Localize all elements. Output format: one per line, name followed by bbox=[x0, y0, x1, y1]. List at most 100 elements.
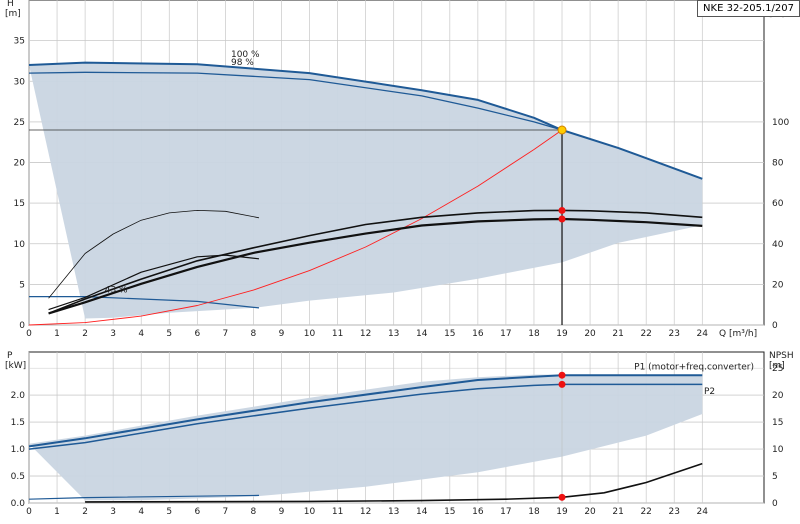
bottom-x-tick-label: 13 bbox=[388, 507, 399, 517]
power-curve-p1 bbox=[28, 374, 703, 448]
npsh-curve bbox=[85, 462, 703, 503]
bottom-y2-tick-label: 15 bbox=[772, 418, 783, 428]
eta-curve-low-speed-upper bbox=[48, 209, 260, 299]
duty-point bbox=[557, 125, 567, 135]
bottom-y-axis-title: P bbox=[7, 351, 13, 361]
bottom-x-tick-label: 4 bbox=[138, 507, 144, 517]
bottom-x-tick-label: 23 bbox=[669, 507, 680, 517]
top-x-tick-label: 24 bbox=[697, 329, 709, 339]
top-x-tick-label: 21 bbox=[612, 329, 623, 339]
bottom-x-tick-label: 5 bbox=[166, 507, 172, 517]
top-x-tick-label: 17 bbox=[500, 329, 511, 339]
bottom-x-tick-label: 18 bbox=[528, 507, 540, 517]
eta-duty-point bbox=[558, 215, 566, 223]
top-x-tick-label: 14 bbox=[416, 329, 428, 339]
bottom-x-tick-label: 3 bbox=[110, 507, 116, 517]
top-x-tick-label: 15 bbox=[444, 329, 455, 339]
top-y2-tick-label: 60 bbox=[772, 199, 784, 209]
bottom-x-tick-label: 22 bbox=[640, 507, 651, 517]
bottom-x-tick-label: 2 bbox=[82, 507, 88, 517]
bottom-y-tick-label: 1.0 bbox=[11, 445, 26, 455]
curve-annotation: 43 % bbox=[105, 286, 128, 296]
bottom-operating-band bbox=[29, 374, 703, 501]
bottom-x-tick-label: 7 bbox=[223, 507, 229, 517]
bottom-x-tick-label: 20 bbox=[584, 507, 596, 517]
model-label: NKE 32-205.1/207 bbox=[697, 0, 800, 17]
bottom-x-tick-label: 17 bbox=[500, 507, 511, 517]
bottom-x-tick-label: 9 bbox=[279, 507, 285, 517]
top-x-tick-label: 8 bbox=[251, 329, 257, 339]
bottom-x-tick-label: 1 bbox=[54, 507, 60, 517]
bottom-x-tick-label: 10 bbox=[304, 507, 316, 517]
top-x-tick-label: 11 bbox=[332, 329, 343, 339]
top-x-tick-label: 20 bbox=[584, 329, 596, 339]
top-x-tick-label: 2 bbox=[82, 329, 88, 339]
top-y2-tick-label: 100 bbox=[772, 118, 789, 128]
bottom-x-tick-label: 11 bbox=[332, 507, 343, 517]
top-x-tick-label: 13 bbox=[388, 329, 399, 339]
bottom-y-tick-label: 0.0 bbox=[11, 499, 26, 509]
top-y-tick-label: 25 bbox=[14, 118, 25, 128]
bottom-y2-tick-label: 0 bbox=[772, 499, 778, 509]
power-duty-point bbox=[558, 371, 566, 379]
top-operating-band bbox=[29, 62, 703, 319]
bottom-x-tick-label: 24 bbox=[697, 507, 709, 517]
head-curve-100 bbox=[28, 61, 703, 180]
top-x-axis-title: Q [m³/h] bbox=[719, 329, 757, 339]
top-y2-tick-label: 80 bbox=[772, 159, 784, 169]
top-y2-tick-label: 0 bbox=[772, 321, 778, 331]
bottom-y2-axis-title: NPSH bbox=[769, 351, 794, 361]
top-x-tick-label: 1 bbox=[54, 329, 60, 339]
top-x-tick-label: 22 bbox=[640, 329, 651, 339]
head-curve-98 bbox=[28, 71, 563, 131]
top-x-tick-label: 10 bbox=[304, 329, 316, 339]
top-x-tick-label: 3 bbox=[110, 329, 116, 339]
eta-curve-low-speed-lower bbox=[48, 254, 260, 311]
bottom-x-tick-label: 14 bbox=[416, 507, 428, 517]
bottom-y2-tick-label: 5 bbox=[772, 472, 778, 482]
top-y2-tick-label: 40 bbox=[772, 240, 784, 250]
curve-annotation: 100 % bbox=[231, 50, 260, 60]
bottom-x-tick-label: 21 bbox=[612, 507, 623, 517]
top-y-tick-label: 10 bbox=[14, 240, 26, 250]
bottom-y-tick-label: 1.5 bbox=[11, 418, 25, 428]
bottom-x-tick-label: 6 bbox=[194, 507, 200, 517]
top-y-tick-label: 20 bbox=[14, 159, 26, 169]
bottom-y2-tick-label: 20 bbox=[772, 391, 784, 401]
top-x-tick-label: 18 bbox=[528, 329, 540, 339]
bottom-y2-tick-label: 10 bbox=[772, 445, 784, 455]
bottom-y-tick-label: 2.0 bbox=[11, 391, 26, 401]
top-x-tick-label: 6 bbox=[194, 329, 200, 339]
top-y-tick-label: 0 bbox=[19, 321, 25, 331]
top-y2-tick-label: 20 bbox=[772, 280, 784, 290]
top-y-axis-title: [m] bbox=[5, 9, 21, 19]
top-x-tick-label: 5 bbox=[166, 329, 172, 339]
bottom-x-tick-label: 8 bbox=[251, 507, 257, 517]
power-duty-point bbox=[558, 493, 566, 501]
top-y-tick-label: 35 bbox=[14, 37, 25, 47]
top-y-tick-label: 30 bbox=[14, 77, 26, 87]
top-y-axis-title: H bbox=[7, 0, 14, 9]
top-x-tick-label: 16 bbox=[472, 329, 484, 339]
top-x-tick-label: 0 bbox=[26, 329, 32, 339]
bottom-y-tick-label: 0.5 bbox=[11, 472, 25, 482]
top-x-tick-label: 23 bbox=[669, 329, 680, 339]
power-duty-point bbox=[558, 380, 566, 388]
power-curve-p2 bbox=[28, 383, 703, 450]
top-x-tick-label: 19 bbox=[556, 329, 568, 339]
top-x-tick-label: 7 bbox=[223, 329, 229, 339]
top-x-tick-label: 9 bbox=[279, 329, 285, 339]
eta-duty-point bbox=[558, 206, 566, 214]
bottom-y2-axis-title: [m] bbox=[769, 361, 785, 371]
bottom-y-axis-title: [kW] bbox=[5, 361, 26, 371]
top-y-tick-label: 5 bbox=[19, 280, 25, 290]
eta-curve-lower bbox=[48, 217, 703, 315]
legend-label-p1: P1 (motor+freq.converter) bbox=[634, 362, 754, 372]
bottom-x-tick-label: 0 bbox=[26, 507, 32, 517]
bottom-x-tick-label: 16 bbox=[472, 507, 484, 517]
bottom-x-tick-label: 12 bbox=[360, 507, 371, 517]
system-curve bbox=[28, 129, 563, 326]
eta-curve-upper bbox=[48, 209, 703, 315]
